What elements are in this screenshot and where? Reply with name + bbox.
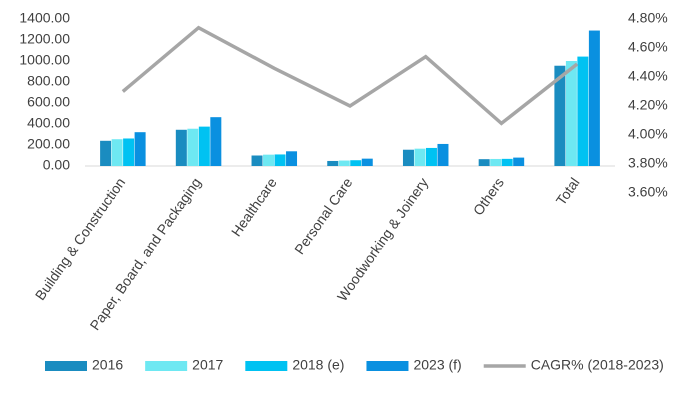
legend-label: 2016 [92,357,123,373]
legend-swatch [45,361,87,371]
bar [490,158,502,166]
legend-label: 2018 (e) [292,357,344,373]
bar [111,139,123,166]
bar [437,143,449,166]
cagr-line [121,25,579,126]
y-tick-label: 200.00 [27,136,70,152]
bar [263,154,275,166]
y-tick-label: 800.00 [27,73,70,89]
bar [210,117,222,166]
bar [361,158,373,166]
legend-swatch [145,361,188,371]
legend-swatch [366,361,409,371]
bar [286,151,298,166]
bar [134,132,146,166]
y2-tick-label: 4.80% [628,10,668,26]
bar [350,160,362,166]
legend-label: 2017 [192,357,223,373]
bar [198,126,210,166]
bar [554,65,566,166]
legend-swatch [245,361,288,371]
bar [425,147,437,166]
bar [513,157,525,166]
legend-label: 2023 (f) [413,357,461,373]
legend-item: 2018 (e) [245,357,344,373]
x-tick-label: Others [470,175,507,219]
y-tick-label: 600.00 [27,94,70,110]
bar [577,56,589,167]
y-tick-label: 1200.00 [19,31,70,47]
legend-item: 2017 [145,357,224,373]
bar [187,128,199,166]
bar [175,129,187,166]
bar [565,61,577,166]
y2-tick-label: 4.40% [628,68,668,84]
y-tick-label: 0.00 [43,157,70,173]
y2-tick-label: 4.20% [628,97,668,113]
legend-label: CAGR% (2018-2023) [531,357,664,373]
x-tick-label: Healthcare [228,174,280,239]
legend-item: 2016 [45,357,123,373]
bar [100,140,112,166]
bar [274,154,286,166]
y2-tick-label: 3.80% [628,155,668,171]
y2-tick-label: 4.60% [628,39,668,55]
y2-tick-label: 3.60% [628,184,668,200]
bar [402,149,414,166]
bar [338,160,350,166]
legend-item: 2023 (f) [366,357,462,373]
x-tick-label: Woodworking & Joinery [334,175,431,304]
y-tick-label: 1000.00 [19,52,70,68]
x-tick-label: Total [553,175,583,208]
bar [478,159,490,166]
x-tick-label: Personal Care [291,175,356,258]
bar [123,138,135,166]
bar [414,148,426,166]
bar [251,155,263,166]
y-tick-label: 1400.00 [19,10,70,26]
bar [588,30,600,166]
y2-tick-label: 4.00% [628,126,668,142]
legend-item: CAGR% (2018-2023) [483,357,664,373]
bar [327,160,339,166]
bar [501,158,513,166]
y-tick-label: 400.00 [27,115,70,131]
